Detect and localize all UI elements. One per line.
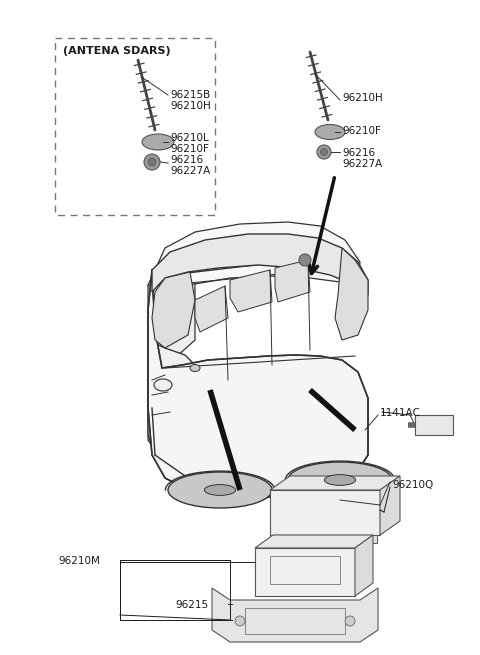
Text: 96210Q: 96210Q	[392, 480, 433, 490]
FancyBboxPatch shape	[365, 535, 377, 543]
Polygon shape	[148, 284, 195, 358]
Polygon shape	[380, 476, 400, 535]
Polygon shape	[148, 222, 360, 292]
FancyBboxPatch shape	[415, 415, 453, 435]
Ellipse shape	[190, 364, 200, 371]
Polygon shape	[148, 335, 215, 468]
Text: 96210F: 96210F	[342, 126, 381, 136]
Circle shape	[235, 616, 245, 626]
Ellipse shape	[204, 485, 236, 495]
Circle shape	[321, 149, 327, 155]
Text: 96227A: 96227A	[170, 166, 210, 176]
Circle shape	[299, 254, 311, 266]
Text: (ANTENA SDARS): (ANTENA SDARS)	[63, 46, 170, 56]
Text: 96210H: 96210H	[170, 101, 211, 111]
Polygon shape	[212, 588, 378, 642]
Polygon shape	[270, 476, 400, 490]
Polygon shape	[335, 248, 368, 340]
Text: 96227A: 96227A	[342, 159, 382, 169]
Text: 96215B: 96215B	[170, 90, 210, 100]
Text: 96215: 96215	[175, 600, 208, 610]
Ellipse shape	[288, 462, 392, 498]
Text: 96210M: 96210M	[58, 556, 100, 566]
Text: 96210H: 96210H	[342, 93, 383, 103]
Polygon shape	[355, 535, 373, 596]
Circle shape	[317, 145, 331, 159]
Text: 1141AC: 1141AC	[380, 408, 421, 418]
Circle shape	[144, 154, 160, 170]
Ellipse shape	[324, 475, 356, 485]
FancyBboxPatch shape	[285, 535, 297, 543]
Polygon shape	[275, 260, 310, 302]
Ellipse shape	[315, 124, 345, 140]
Polygon shape	[195, 286, 228, 332]
Ellipse shape	[154, 379, 172, 391]
Bar	[55, 38, 215, 215]
Ellipse shape	[142, 134, 174, 150]
Text: 96216: 96216	[170, 155, 203, 165]
Polygon shape	[148, 270, 368, 498]
FancyBboxPatch shape	[255, 548, 355, 596]
Text: 96210F: 96210F	[170, 144, 209, 154]
Polygon shape	[255, 535, 373, 548]
Polygon shape	[230, 270, 272, 312]
Circle shape	[148, 158, 156, 166]
Circle shape	[345, 616, 355, 626]
Polygon shape	[148, 335, 225, 470]
Polygon shape	[152, 234, 368, 295]
Polygon shape	[152, 272, 195, 348]
Ellipse shape	[168, 472, 272, 508]
FancyBboxPatch shape	[270, 490, 380, 535]
Text: 96210L: 96210L	[170, 133, 209, 143]
Text: 96216: 96216	[342, 148, 375, 158]
